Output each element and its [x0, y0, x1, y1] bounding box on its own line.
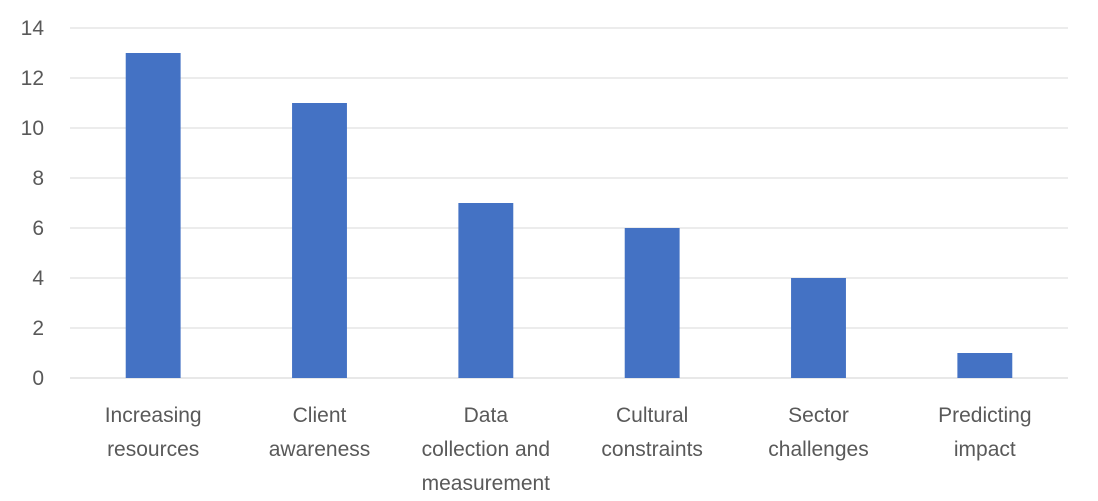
x-category-label: resources: [107, 438, 199, 461]
x-category-label: constraints: [601, 438, 703, 461]
y-tick-label: 8: [32, 167, 44, 190]
x-category-label: impact: [954, 438, 1016, 461]
bar: [791, 278, 846, 378]
y-tick-label: 2: [32, 317, 44, 340]
x-category-label: awareness: [269, 438, 371, 461]
x-category-label: Increasing: [105, 404, 202, 427]
y-tick-label: 14: [21, 17, 45, 40]
x-category-label: challenges: [768, 438, 868, 461]
y-tick-label: 0: [32, 367, 44, 390]
x-category-label: Cultural: [616, 404, 688, 427]
y-tick-label: 10: [21, 117, 44, 140]
x-axis-category-labels: Increasing resources Client awareness Data co…: [105, 404, 1032, 495]
bars: [125, 53, 1013, 378]
bar: [624, 228, 680, 378]
x-category-label: Client: [293, 404, 347, 427]
gridlines: [70, 27, 1068, 379]
bar: [125, 53, 181, 378]
x-category-label: Data: [464, 404, 509, 427]
y-tick-label: 6: [32, 217, 44, 240]
x-category-label: Predicting: [938, 404, 1031, 427]
x-category-label: Sector: [788, 404, 849, 427]
y-axis-tick-labels: 0 2 4 6 8 10 12 14: [21, 17, 45, 390]
bar: [458, 203, 514, 378]
y-tick-label: 12: [21, 67, 44, 90]
x-category-label: measurement: [422, 472, 551, 495]
y-tick-label: 4: [32, 267, 44, 290]
bar: [292, 103, 347, 378]
x-category-label: collection and: [422, 438, 550, 461]
bar: [957, 353, 1013, 378]
